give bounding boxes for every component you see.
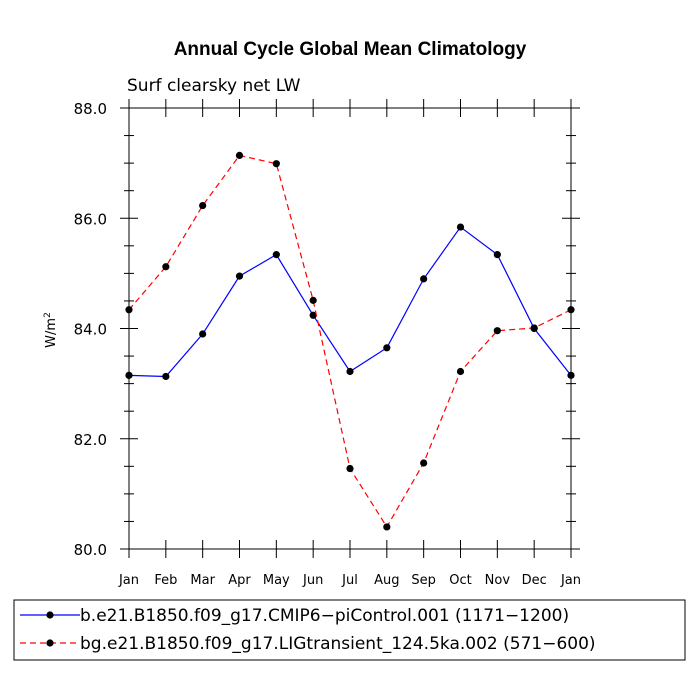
x-tick-label: Sep xyxy=(411,573,436,588)
series-2-point xyxy=(346,464,354,473)
y-tick-label: 84.0 xyxy=(74,321,107,339)
x-tick-label: Nov xyxy=(485,573,511,588)
series-2-point xyxy=(383,523,391,531)
x-tick-label: Mar xyxy=(190,573,215,588)
series-1-point xyxy=(420,275,428,283)
series-2-point xyxy=(456,367,465,376)
legend-label-2: bg.e21.B1850.f09_g17.LIGtransient_124.5k… xyxy=(80,634,596,654)
x-tick-label: Jan xyxy=(118,573,139,588)
series-1-point xyxy=(235,272,244,280)
series-2-point xyxy=(530,324,538,332)
series-2-point xyxy=(162,263,170,271)
x-tick-label: Jan xyxy=(560,573,581,588)
series-2-point xyxy=(309,296,317,304)
series-1-point xyxy=(125,371,133,379)
series-2-point xyxy=(125,306,133,314)
legend-box xyxy=(13,599,686,661)
x-tick-label: Oct xyxy=(449,573,471,588)
series-1-point xyxy=(493,251,501,259)
y-tick-label: 86.0 xyxy=(74,210,107,228)
series-1-point xyxy=(383,344,391,352)
legend-marker-1 xyxy=(46,611,54,619)
series-2-point xyxy=(272,160,280,168)
x-tick-label: Jun xyxy=(302,573,323,588)
x-tick-label: May xyxy=(263,573,290,588)
y-tick-label: 82.0 xyxy=(74,431,107,449)
legend-marker-2 xyxy=(46,639,54,647)
series-2-point xyxy=(493,327,501,335)
y-axis-label: W/m2 xyxy=(43,312,59,348)
y-axis-label-sup: 2 xyxy=(43,312,53,318)
x-tick-label: Jul xyxy=(341,573,358,588)
chart-subtitle: Surf clearsky net LW xyxy=(127,76,301,96)
x-tick-label: Aug xyxy=(374,573,399,588)
x-tick-label: Apr xyxy=(228,573,251,588)
series-2-point xyxy=(567,306,575,314)
series-1-point xyxy=(272,251,280,259)
plot-frame xyxy=(128,107,572,550)
series-1-point xyxy=(162,372,170,381)
series-2-point xyxy=(235,151,244,160)
y-tick-labels: 80.0 82.0 84.0 86.0 88.0 xyxy=(74,100,107,559)
series-1-point xyxy=(567,371,575,379)
series-1-point xyxy=(346,367,354,376)
series-1-point xyxy=(456,223,465,231)
legend-label-1: b.e21.B1850.f09_g17.CMIP6−piControl.001 … xyxy=(80,606,569,626)
x-tick-label: Feb xyxy=(154,573,177,588)
series-2-point xyxy=(199,201,207,210)
series-1-line xyxy=(128,226,572,378)
series-2-point xyxy=(420,459,428,467)
series-layer xyxy=(125,151,575,531)
x-tick-label: Dec xyxy=(522,573,547,588)
y-tick-label: 80.0 xyxy=(74,541,107,559)
legend: b.e21.B1850.f09_g17.CMIP6−piControl.001 … xyxy=(20,606,596,654)
y-tick-label: 88.0 xyxy=(74,100,107,118)
ticks xyxy=(120,99,580,558)
series-1-point xyxy=(199,330,207,338)
series-1-point xyxy=(309,311,317,319)
x-tick-labels: Jan Feb Mar Apr May Jun Jul Aug Sep Oct Nov Dec Jan xyxy=(118,573,581,588)
chart-title: Annual Cycle Global Mean Climatology xyxy=(174,39,527,60)
y-axis-label-text: W/m xyxy=(44,318,59,348)
